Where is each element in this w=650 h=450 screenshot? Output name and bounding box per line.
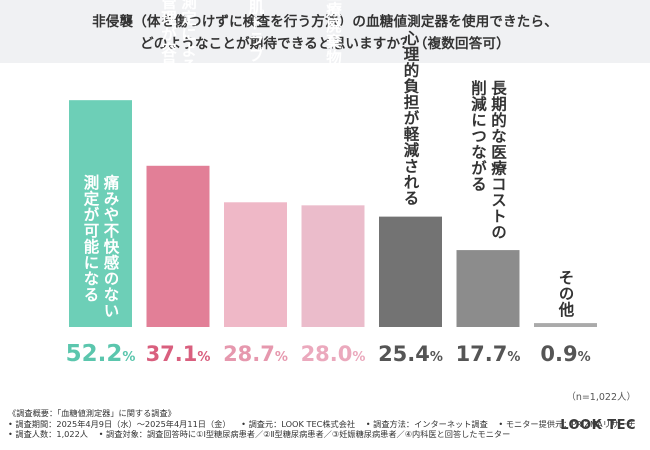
category-label-2-2: 血糖値管理が容易になる — [159, 0, 178, 122]
value-label-2: 37.1% — [146, 342, 211, 366]
bar-5 — [379, 216, 442, 327]
survey-monitor-provider: • モニター提供元：PRIZMAリサーチ — [498, 418, 636, 429]
bar-2 — [146, 165, 210, 327]
category-label-2-1: 頻繁な測定によるきめ細かい — [179, 0, 197, 154]
survey-source: • 調査元：LOOK TEC株式会社 — [241, 418, 356, 429]
survey-period: • 調査期間：2025年4月9日（水）～2025年4月11日（金） — [8, 418, 231, 429]
survey-target: • 調査対象：調査回答時に①Ⅰ型糖尿病患者／②Ⅱ型糖尿病患者／③妊娠糖尿病患者／… — [98, 429, 511, 440]
category-label-1-2: 測定が可能になる — [82, 173, 100, 302]
bar-3 — [224, 202, 287, 327]
category-label-5: 心理的負担が軽減される — [402, 30, 420, 206]
bar-1 — [69, 100, 132, 328]
chart-title-banner: 非侵襲（体を傷つけずに検査を行う方法）の血糖値測定器を使用できたら、 どのような… — [0, 0, 650, 63]
category-label-6-2: 削減につながる — [469, 79, 487, 192]
value-label-5: 25.4% — [378, 342, 443, 366]
value-label-1: 52.2% — [66, 341, 136, 367]
value-label-7: 0.9% — [540, 342, 590, 366]
survey-details-line-1: • 調査期間：2025年4月9日（水）～2025年4月11日（金） • 調査元：… — [8, 419, 642, 430]
category-label-7: その他 — [557, 269, 576, 318]
survey-details-line-2: • 調査人数：1,022人 • 調査対象：調査回答時に①Ⅰ型糖尿病患者／②Ⅱ型糖… — [8, 429, 642, 440]
bar-4 — [301, 205, 365, 327]
survey-method: • 調査方法：インターネット調査 — [365, 418, 488, 429]
look-tec-logo: LOOK TEC — [560, 418, 636, 433]
chart-title-line-2: どのようなことが期待できると思いますか？（複数回答可） — [140, 36, 510, 52]
category-label-6-1: 長期的な医療コストの — [489, 80, 507, 240]
value-label-4: 28.0% — [301, 342, 366, 366]
chart-title-line-1: 非侵襲（体を傷つけずに検査を行う方法）の血糖値測定器を使用できたら、 — [92, 14, 558, 30]
value-label-3: 28.7% — [223, 342, 288, 366]
survey-overview-heading: 《調査概要：「血糖値測定器」に関する調査》 — [8, 408, 176, 418]
survey-respondents: • 調査人数：1,022人 — [8, 429, 88, 440]
bar-6 — [456, 250, 520, 327]
category-label-3: 肌トラブルが起きなくなる — [247, 0, 266, 191]
bar-7 — [534, 323, 597, 327]
category-label-1-1: 痛みや不快感のない — [102, 173, 121, 318]
category-label-4: 医療廃棄物の削減につながる — [324, 0, 343, 194]
sample-size-note: （n=1,022人） — [566, 392, 636, 403]
survey-overview: 《調査概要：「血糖値測定器」に関する調査》 • 調査期間：2025年4月9日（水… — [8, 408, 642, 440]
value-label-6: 17.7% — [456, 342, 521, 366]
